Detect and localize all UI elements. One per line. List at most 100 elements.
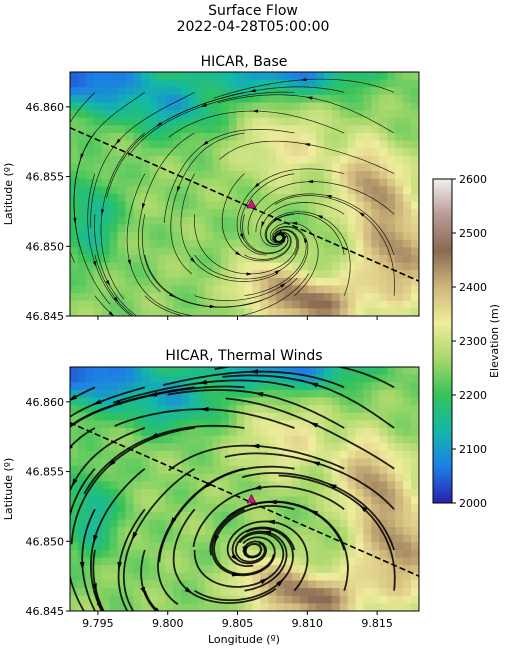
elevation-cell	[315, 186, 325, 195]
elevation-cell	[363, 542, 373, 551]
elevation-cell	[276, 209, 285, 218]
elevation-cell	[196, 435, 206, 444]
elevation-cell	[276, 255, 285, 264]
elevation-cell	[101, 224, 111, 233]
elevation-cell	[300, 435, 309, 444]
elevation-cell	[70, 374, 79, 383]
elevation-cell	[109, 285, 119, 294]
elevation-cell	[236, 519, 246, 528]
elevation-cell	[347, 527, 357, 536]
elevation-cell	[403, 557, 412, 566]
elevation-cell	[268, 194, 277, 203]
elevation-cell	[268, 550, 277, 559]
elevation-cell	[371, 79, 380, 88]
elevation-cell	[93, 133, 103, 142]
elevation-cell	[70, 117, 79, 126]
elevation-cell	[331, 117, 341, 126]
elevation-cell	[196, 72, 206, 81]
elevation-cell	[70, 397, 79, 406]
elevation-cell	[196, 239, 206, 248]
elevation-cell	[347, 588, 357, 597]
elevation-cell	[173, 125, 182, 134]
elevation-cell	[347, 428, 357, 437]
elevation-cell	[93, 87, 103, 96]
elevation-cell	[141, 224, 150, 233]
elevation-cell	[236, 428, 246, 437]
elevation-cell	[228, 405, 238, 414]
elevation-cell	[395, 194, 404, 203]
elevation-cell	[101, 367, 111, 376]
elevation-cell	[173, 155, 182, 165]
streamline-arrow	[291, 221, 298, 225]
elevation-cell	[323, 285, 333, 294]
elevation-cell	[403, 374, 412, 383]
elevation-cell	[260, 466, 269, 475]
elevation-cell	[331, 262, 341, 271]
elevation-cell	[252, 496, 261, 505]
elevation-cell	[188, 308, 198, 316]
elevation-cell	[244, 308, 254, 316]
elevation-cell	[355, 519, 365, 528]
elevation-cell	[85, 262, 95, 271]
elevation-cell	[252, 133, 261, 142]
elevation-cell	[403, 405, 412, 414]
elevation-cell	[101, 201, 111, 210]
elevation-cell	[212, 519, 222, 528]
streamline	[70, 468, 96, 611]
elevation-cell	[149, 201, 158, 210]
elevation-cell	[371, 239, 380, 248]
elevation-cell	[260, 412, 269, 421]
elevation-cell	[363, 224, 373, 233]
elevation-cell	[141, 496, 150, 505]
elevation-cell	[395, 473, 404, 482]
elevation-cell	[379, 572, 388, 582]
elevation-cell	[165, 148, 174, 157]
elevation-cell	[379, 163, 388, 172]
elevation-cell	[173, 232, 182, 241]
elevation-cell	[260, 148, 269, 157]
elevation-cell	[149, 72, 158, 81]
elevation-cell	[188, 270, 198, 279]
elevation-cell	[117, 148, 127, 157]
elevation-cell	[331, 293, 341, 302]
elevation-cell	[268, 163, 277, 172]
elevation-cell	[371, 588, 380, 597]
elevation-cell	[244, 420, 254, 429]
streamline-arrow	[92, 399, 102, 405]
elevation-cell	[387, 519, 396, 528]
elevation-cell	[260, 572, 269, 582]
elevation-cell	[149, 397, 158, 406]
elevation-cell	[149, 450, 158, 460]
elevation-cell	[411, 595, 419, 604]
elevation-cell	[403, 496, 412, 505]
elevation-cell	[101, 300, 111, 309]
elevation-cell	[371, 224, 380, 233]
elevation-cell	[411, 420, 419, 429]
elevation-cell	[276, 201, 285, 210]
elevation-cell	[85, 87, 95, 96]
elevation-cell	[220, 458, 230, 467]
elevation-cell	[371, 293, 380, 302]
elevation-cell	[331, 389, 341, 399]
elevation-cell	[307, 511, 317, 521]
elevation-cell	[387, 450, 396, 460]
elevation-cell	[347, 481, 357, 490]
elevation-cell	[300, 367, 309, 376]
elevation-cell	[70, 171, 79, 180]
elevation-cell	[220, 209, 230, 218]
elevation-cell	[379, 450, 388, 460]
elevation-cell	[228, 224, 238, 233]
elevation-cell	[188, 481, 198, 490]
elevation-cell	[220, 117, 230, 126]
elevation-cell	[244, 489, 254, 498]
elevation-cell	[109, 489, 119, 498]
elevation-cell	[307, 580, 317, 589]
elevation-cell	[347, 435, 357, 444]
elevation-cell	[196, 412, 206, 421]
elevation-cell	[204, 270, 214, 279]
elevation-cell	[133, 308, 142, 316]
elevation-cell	[188, 232, 198, 241]
elevation-cell	[236, 367, 246, 376]
elevation-cell	[141, 504, 150, 513]
